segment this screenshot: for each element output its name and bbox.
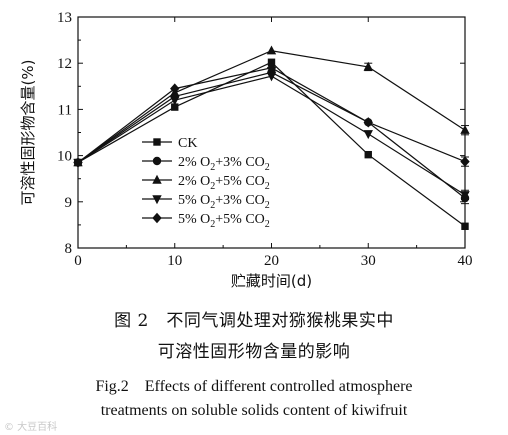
- legend-text-part: +5% CO: [215, 212, 265, 227]
- data-point-4-2: [266, 62, 277, 74]
- series-line-4: [77, 67, 466, 164]
- legend-subscript: 2: [265, 219, 270, 230]
- legend-subscript: 2: [265, 162, 270, 173]
- legend-text-part: 2% O: [178, 174, 210, 189]
- y-tick-label: 12: [57, 56, 72, 72]
- series-line-3: [77, 75, 466, 196]
- x-tick-label: 0: [74, 253, 82, 269]
- data-point-3-1: [170, 96, 180, 106]
- legend-text-part: CK: [178, 136, 197, 151]
- y-tick-label: 10: [57, 149, 72, 165]
- legend-subscript: 2: [265, 200, 270, 211]
- data-point-0-1: [171, 103, 179, 111]
- legend-text-part: 5% O: [178, 193, 210, 208]
- data-point-4-1: [170, 83, 180, 94]
- legend-subscript: 2: [210, 162, 215, 173]
- data-point-2-3: [363, 61, 373, 71]
- figure-caption-en-line-2: treatments on soluble solids content of …: [100, 402, 408, 419]
- x-axis-title: 贮藏时间(d): [231, 272, 312, 290]
- legend-text-part: 5% O: [178, 212, 210, 227]
- legend-marker-1: [152, 156, 162, 166]
- x-tick-label: 10: [167, 253, 182, 269]
- y-axis-title: 可溶性固形物含量(%): [19, 60, 37, 206]
- legend-marker-2: [152, 174, 162, 184]
- y-tick-label: 13: [57, 10, 72, 26]
- data-point-4-4: [460, 156, 470, 167]
- y-tick-label: 11: [58, 102, 72, 118]
- legend-subscript: 2: [265, 181, 270, 192]
- legend-text-part: 2% O: [178, 155, 210, 170]
- figure-caption-cn-line-2: 可溶性固形物含量的影响: [157, 342, 351, 362]
- legend-marker-0: [153, 138, 161, 146]
- legend-text-part: +3% CO: [215, 155, 265, 170]
- legend-text-part: +3% CO: [215, 193, 265, 208]
- legend-text-part: +5% CO: [215, 174, 265, 189]
- legend-subscript: 2: [210, 200, 215, 211]
- data-point-4-3: [363, 117, 373, 128]
- x-tick-label: 40: [458, 253, 473, 269]
- x-tick-label: 30: [361, 253, 376, 269]
- legend-marker-3: [152, 195, 162, 205]
- watermark-text: © 大豆百科: [4, 422, 58, 433]
- data-point-3-3: [363, 130, 373, 140]
- legend-subscript: 2: [210, 181, 215, 192]
- x-tick-label: 20: [264, 253, 279, 269]
- legend-label-3: 5% O2+3% CO2: [178, 193, 270, 211]
- data-point-3-2: [266, 72, 277, 82]
- figure-caption-en-line-1: Fig.2 Effects of different controlled at…: [95, 378, 413, 395]
- series-line-1: [77, 71, 466, 199]
- figure-caption-cn-line-1: 图 2 不同气调处理对猕猴桃果实中: [114, 311, 394, 331]
- legend-subscript: 2: [210, 219, 215, 230]
- y-tick-label: 9: [65, 195, 73, 211]
- soluble-solids-chart: 0 10 20 30 40 8 9 10 11 12 13 贮藏时间(d) 可溶性固形物含量(%) CK 2…: [19, 10, 473, 290]
- legend-marker-4: [152, 212, 162, 224]
- series-line-0: [77, 61, 466, 227]
- data-point-0-2: [267, 58, 276, 66]
- legend-label-1: 2% O2+3% CO2: [178, 155, 270, 173]
- data-point-0-4: [461, 222, 469, 230]
- data-point-2-4: [460, 124, 470, 134]
- data-point-2-2: [266, 45, 277, 55]
- legend-label-0: CK: [178, 136, 197, 151]
- legend-label-4: 5% O2+5% CO2: [178, 212, 270, 230]
- data-point-3-4: [460, 191, 470, 201]
- data-point-4-0: [73, 157, 83, 168]
- data-point-0-3: [364, 150, 372, 159]
- legend-label-2: 2% O2+5% CO2: [178, 174, 270, 192]
- y-tick-label: 8: [65, 241, 73, 257]
